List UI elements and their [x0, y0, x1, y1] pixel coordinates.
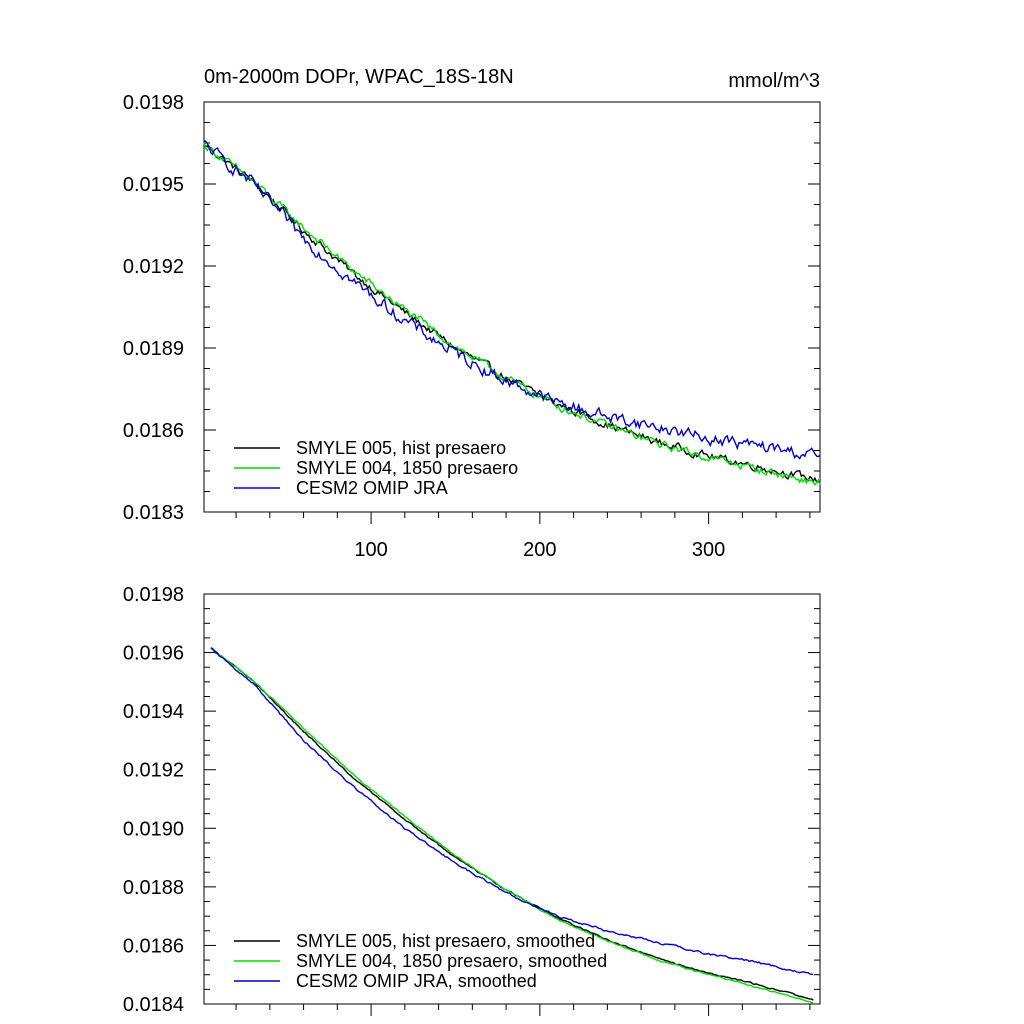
- legend-label-2: CESM2 OMIP JRA: [296, 478, 448, 498]
- top-axis-ticks: 0.0183 0.0186 0.0189 0.0192 0.0195 0.0198 100 2…: [123, 92, 820, 561]
- x-tick-label: 200: [523, 539, 556, 561]
- y-tick-label: 0.0190: [123, 818, 184, 840]
- top-panel: 0m-2000m DOPr, WPAC_18S-18N mmol/m^3 0.0…: [123, 66, 821, 561]
- y-tick-label: 0.0189: [123, 338, 184, 360]
- legend-label-1: SMYLE 004, 1850 presaero: [296, 458, 518, 478]
- series-line-2: [210, 647, 814, 975]
- y-tick-label: 0.0186: [123, 935, 184, 957]
- bottom-axis-ticks: 0.0184 0.0186 0.0188 0.0190 0.0192 0.0194 0.01…: [123, 584, 820, 1016]
- top-chart-title: 0m-2000m DOPr, WPAC_18S-18N: [204, 66, 514, 88]
- series-line-1: [210, 647, 814, 1004]
- legend-label-2: CESM2 OMIP JRA, smoothed: [296, 971, 537, 991]
- legend-label-0: SMYLE 005, hist presaero, smoothed: [296, 931, 595, 951]
- top-chart-units: mmol/m^3: [728, 70, 820, 92]
- y-tick-label: 0.0192: [123, 760, 184, 782]
- y-tick-label: 0.0194: [123, 701, 184, 723]
- series-line-1: [203, 142, 821, 487]
- x-tick-label: 100: [354, 539, 387, 561]
- bottom-panel: 0.0184 0.0186 0.0188 0.0190 0.0192 0.0194 0.01…: [123, 584, 821, 1016]
- y-tick-label: 0.0196: [123, 643, 184, 665]
- series-line-2: [203, 140, 821, 460]
- legend-label-1: SMYLE 004, 1850 presaero, smoothed: [296, 951, 607, 971]
- y-tick-label: 0.0198: [123, 92, 184, 114]
- y-tick-label: 0.0192: [123, 256, 184, 278]
- series-line-0: [203, 142, 821, 484]
- y-tick-label: 0.0198: [123, 584, 184, 606]
- bottom-legend: SMYLE 005, hist presaero, smoothedSMYLE …: [234, 931, 607, 991]
- y-tick-label: 0.0188: [123, 877, 184, 899]
- legend-label-0: SMYLE 005, hist presaero: [296, 438, 506, 458]
- x-tick-label: 300: [692, 539, 725, 561]
- bottom-series-lines: [210, 647, 814, 1004]
- y-tick-label: 0.0186: [123, 420, 184, 442]
- y-tick-label: 0.0184: [123, 994, 184, 1016]
- y-tick-label: 0.0195: [123, 174, 184, 196]
- y-tick-label: 0.0183: [123, 502, 184, 524]
- top-series-lines: [203, 140, 821, 487]
